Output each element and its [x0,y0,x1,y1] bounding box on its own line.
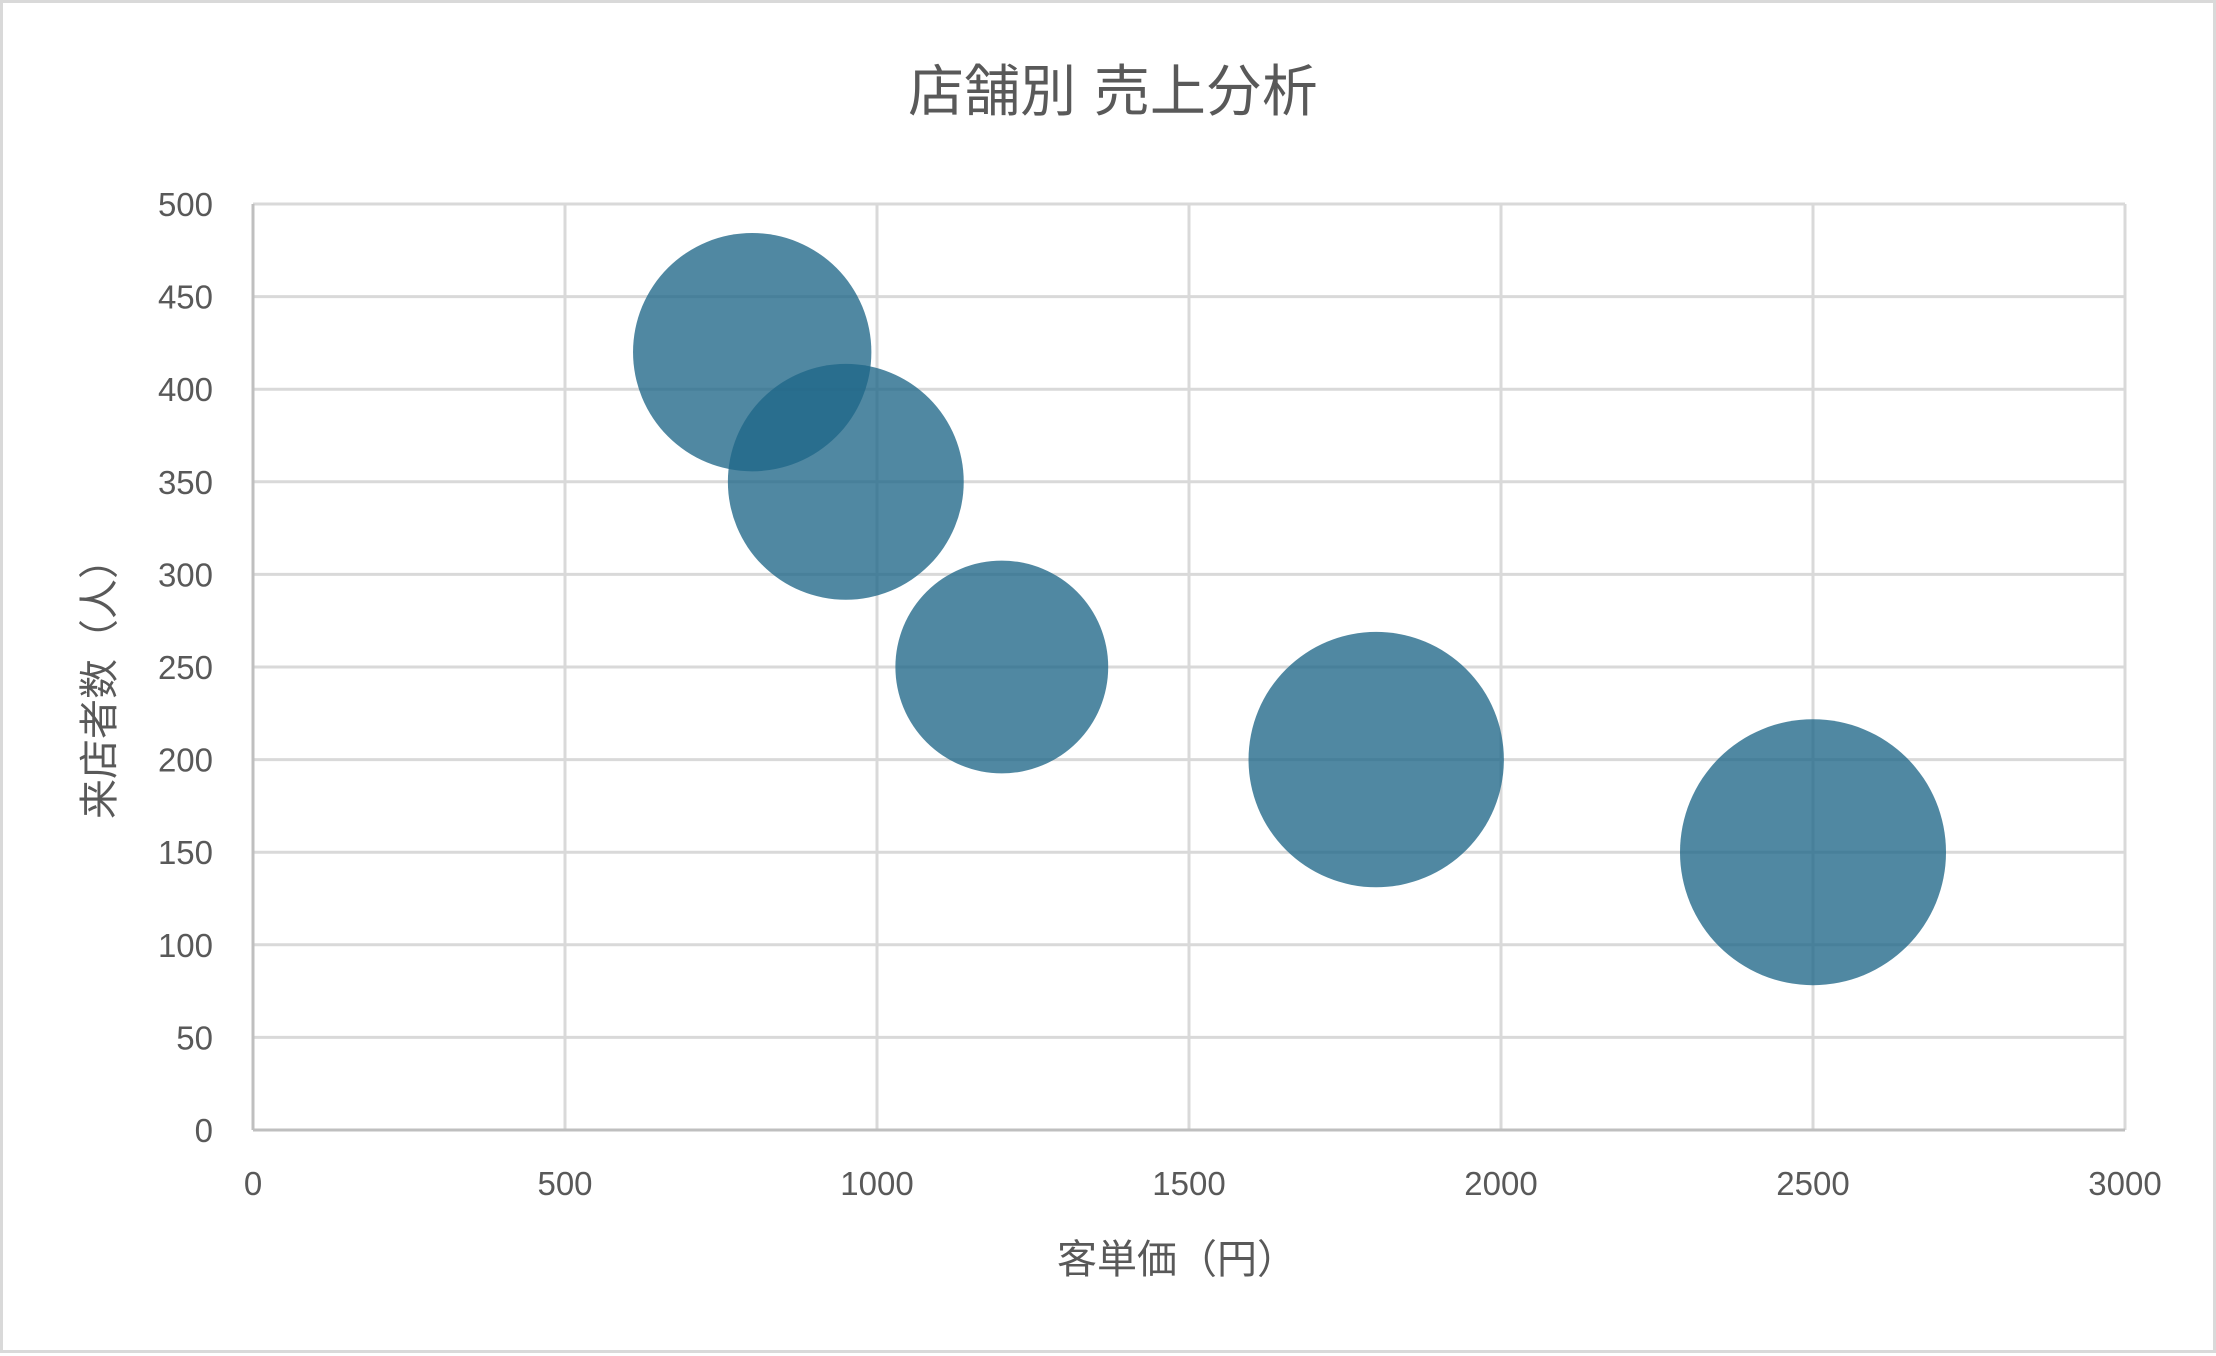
x-tick-label: 0 [244,1165,262,1202]
y-axis-tick-labels: 0 50 100 150 200 250 300 350 400 450 500 [158,186,213,1149]
y-tick-label: 450 [158,279,213,316]
y-tick-label: 100 [158,927,213,964]
x-tick-label: 1000 [840,1165,913,1202]
y-tick-label: 50 [176,1019,213,1056]
x-axis-title: 客単価（円） [1057,1237,1297,1283]
y-tick-label: 200 [158,742,213,779]
x-axis-tick-labels: 0 500 1000 1500 2000 2500 3000 [244,1165,2162,1202]
y-tick-label: 0 [195,1112,213,1149]
bubble-point[interactable] [895,560,1109,774]
bubble-series [633,232,1946,986]
y-tick-label: 250 [158,649,213,686]
x-tick-label: 1500 [1152,1165,1225,1202]
bubble-chart: 店舗別 売上分析 050100150200250300350400450500 … [77,60,2162,1283]
y-tick-label: 400 [158,371,213,408]
x-tick-label: 3000 [2088,1165,2161,1202]
bubble-point[interactable] [1680,719,1946,986]
x-tick-label: 2500 [1776,1165,1849,1202]
chart-title: 店舗別 売上分析 [908,60,1318,125]
y-axis-title: 来店者数（人） [77,539,123,819]
y-tick-label: 150 [158,834,213,871]
bubble-point[interactable] [1248,631,1504,888]
x-tick-label: 500 [537,1165,592,1202]
bubble-point[interactable] [727,363,964,600]
y-tick-label: 500 [158,186,213,223]
axes [251,204,2125,1132]
y-tick-label: 350 [158,464,213,501]
gridlines [253,202,2127,1130]
x-tick-label: 2000 [1464,1165,1537,1202]
y-tick-label: 300 [158,556,213,593]
